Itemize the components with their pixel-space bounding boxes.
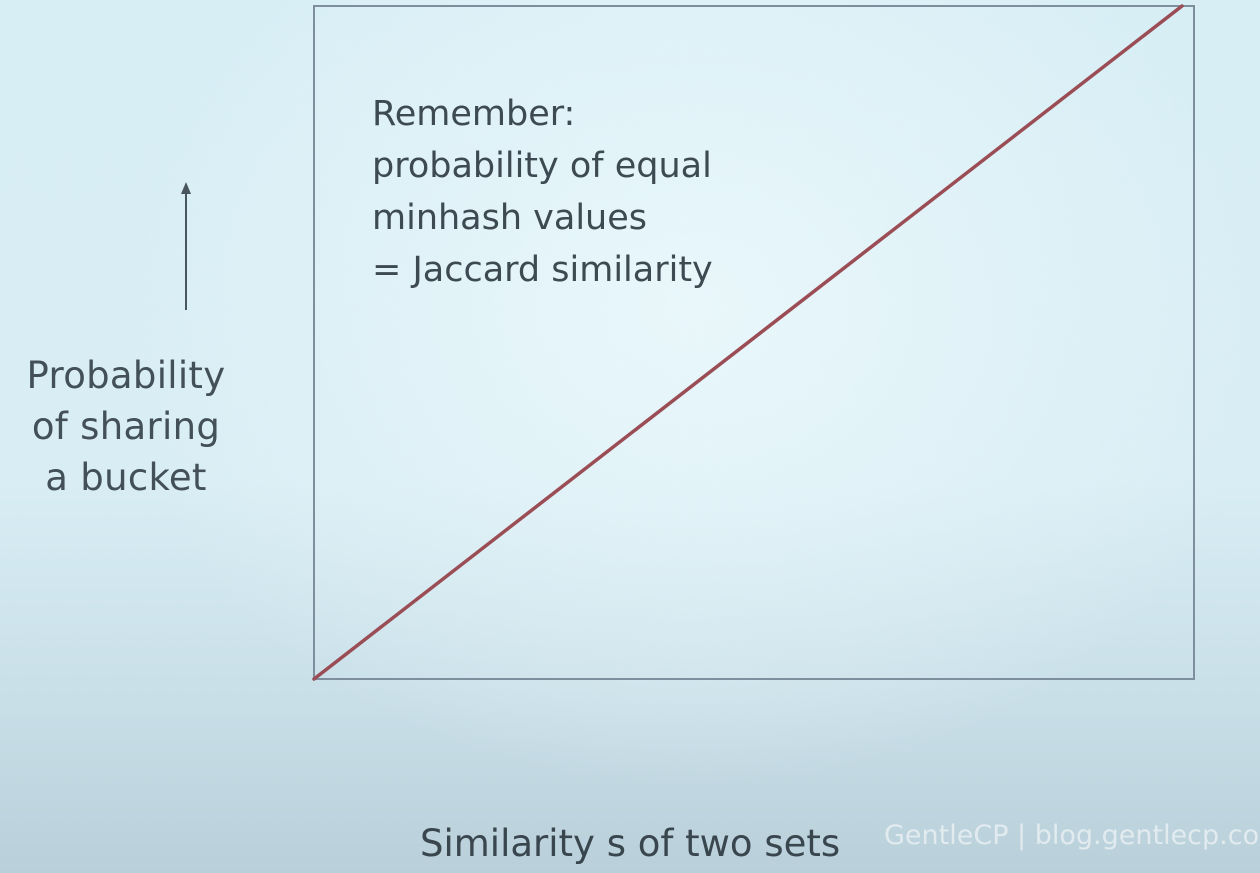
plot-frame xyxy=(313,5,1195,680)
y-axis-label: Probability of sharing a bucket xyxy=(26,354,226,499)
x-axis-label: Similarity s of two sets xyxy=(420,822,841,865)
series-line xyxy=(312,4,1184,681)
watermark: GentleCP | blog.gentlecp.com xyxy=(884,820,1260,851)
annotation-text: Remember: probability of equal minhash v… xyxy=(372,94,713,290)
y-axis-arrow-head xyxy=(181,182,191,194)
